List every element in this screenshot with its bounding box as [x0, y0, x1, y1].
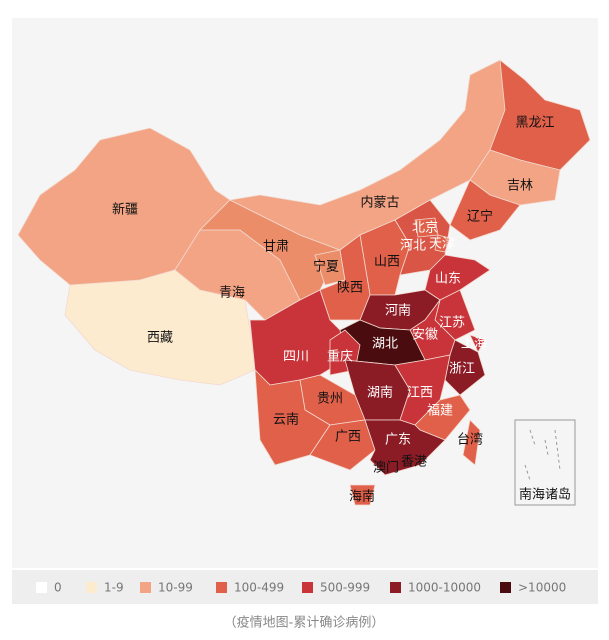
province	[349, 484, 376, 506]
legend-label: 10-99	[158, 581, 193, 595]
south-sea-islands	[524, 429, 561, 481]
province	[364, 419, 446, 476]
province-label: 吉林	[507, 179, 533, 194]
province-label: 海南	[349, 489, 375, 505]
province-label: 江苏	[439, 315, 465, 331]
province-label: 辽宁	[467, 209, 493, 225]
province-label: 青海	[219, 286, 245, 301]
province-label: 南海诸岛	[519, 487, 571, 503]
legend-swatch	[86, 582, 97, 593]
province-label: 山西	[374, 255, 400, 270]
legend: 0 1-9 10-99 100-499 500-999 1000-10000 >…	[12, 570, 598, 604]
province-label: 西藏	[147, 331, 173, 346]
legend-swatch	[216, 582, 227, 593]
province-label: 广西	[335, 430, 361, 445]
province-label: 黑龙江	[515, 116, 554, 131]
province-label: 香港	[401, 455, 427, 470]
province-label: 福建	[427, 404, 453, 419]
legend-label: >10000	[518, 581, 566, 595]
province-label: 宁夏	[313, 259, 339, 275]
legend-label: 1-9	[104, 581, 124, 595]
legend-swatch	[500, 582, 511, 593]
province-label: 重庆	[327, 349, 353, 365]
south-sea-box	[514, 419, 576, 506]
province-label: 安徽	[412, 328, 438, 343]
province-label: 广东	[385, 433, 411, 448]
province-label: 四川	[283, 350, 309, 365]
province-label: 内蒙古	[360, 195, 399, 211]
province-label: 湖北	[372, 337, 398, 352]
legend-label: 500-999	[320, 581, 370, 595]
province-label: 北京	[412, 221, 438, 236]
province	[462, 419, 481, 466]
province-label: 山东	[435, 272, 461, 287]
province-label: 上海	[461, 337, 487, 352]
province-label: 河北	[400, 239, 426, 254]
provinces	[17, 59, 591, 506]
province-label: 江西	[407, 386, 433, 401]
province-label: 陕西	[337, 281, 363, 296]
province-label: 甘肃	[263, 240, 289, 255]
province-label: 浙江	[449, 362, 475, 377]
legend-swatch	[302, 582, 313, 593]
legend-label: 1000-10000	[408, 581, 481, 595]
province	[489, 59, 591, 171]
province-label: 贵州	[317, 392, 343, 407]
province-label: 澳门	[373, 460, 399, 476]
province-label: 河南	[385, 303, 411, 319]
legend-swatch	[140, 582, 151, 593]
legend-swatch	[390, 582, 401, 593]
province-label: 台湾	[457, 432, 483, 448]
province	[469, 334, 486, 353]
caption: （疫情地图-累计确诊病例）	[224, 615, 385, 631]
legend-swatch	[36, 582, 47, 593]
province-labels: 新疆 西藏 青海 甘肃 内蒙古 黑龙江 吉林 辽宁 北京 天津 河北 山西 宁夏…	[112, 116, 571, 505]
province-label: 云南	[273, 412, 299, 428]
province-label: 湖南	[367, 385, 393, 401]
legend-label: 100-499	[234, 581, 284, 595]
province	[434, 234, 451, 253]
province-label: 新疆	[112, 202, 138, 218]
province-label: 天津	[429, 237, 455, 252]
legend-label: 0	[54, 581, 62, 595]
